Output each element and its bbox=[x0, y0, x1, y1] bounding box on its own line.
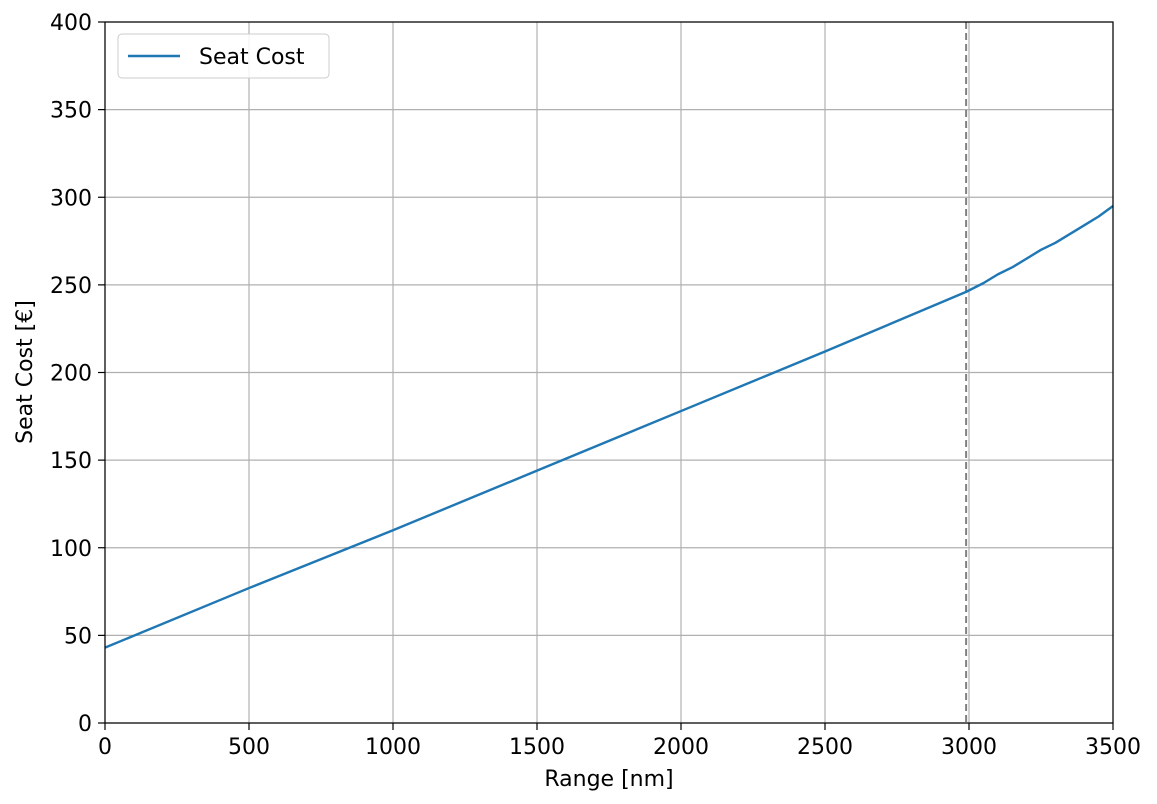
legend: Seat Cost bbox=[117, 33, 330, 79]
series-line bbox=[104, 205, 1114, 649]
y-tick-label: 200 bbox=[50, 362, 92, 387]
legend-box bbox=[117, 33, 330, 79]
legend-label: Seat Cost bbox=[199, 45, 305, 70]
y-axis-label: Seat Cost [€] bbox=[13, 300, 38, 444]
x-tick-label: 3500 bbox=[1085, 735, 1141, 760]
x-tick-label: 1000 bbox=[365, 735, 421, 760]
x-axis-label: Range [nm] bbox=[544, 767, 673, 792]
x-tick-label: 2000 bbox=[653, 735, 709, 760]
x-tick-label: 1500 bbox=[509, 735, 565, 760]
y-tick-label: 300 bbox=[50, 186, 92, 211]
y-tick-label: 100 bbox=[50, 537, 92, 562]
series-layer bbox=[104, 205, 1114, 649]
x-tick-label: 3000 bbox=[941, 735, 997, 760]
y-tick-label: 150 bbox=[50, 449, 92, 474]
y-tick-label: 250 bbox=[50, 274, 92, 299]
x-tick-label: 500 bbox=[228, 735, 270, 760]
y-tick-label: 0 bbox=[78, 712, 92, 737]
y-tick-label: 400 bbox=[50, 11, 92, 36]
y-tick-label: 50 bbox=[64, 624, 92, 649]
ticks: 0 500 1000 1500 2000 2500 3000 3500 0 50 100 150 200… bbox=[50, 11, 1141, 760]
x-tick-label: 0 bbox=[98, 735, 112, 760]
y-tick-label: 350 bbox=[50, 99, 92, 124]
x-tick-label: 2500 bbox=[797, 735, 853, 760]
